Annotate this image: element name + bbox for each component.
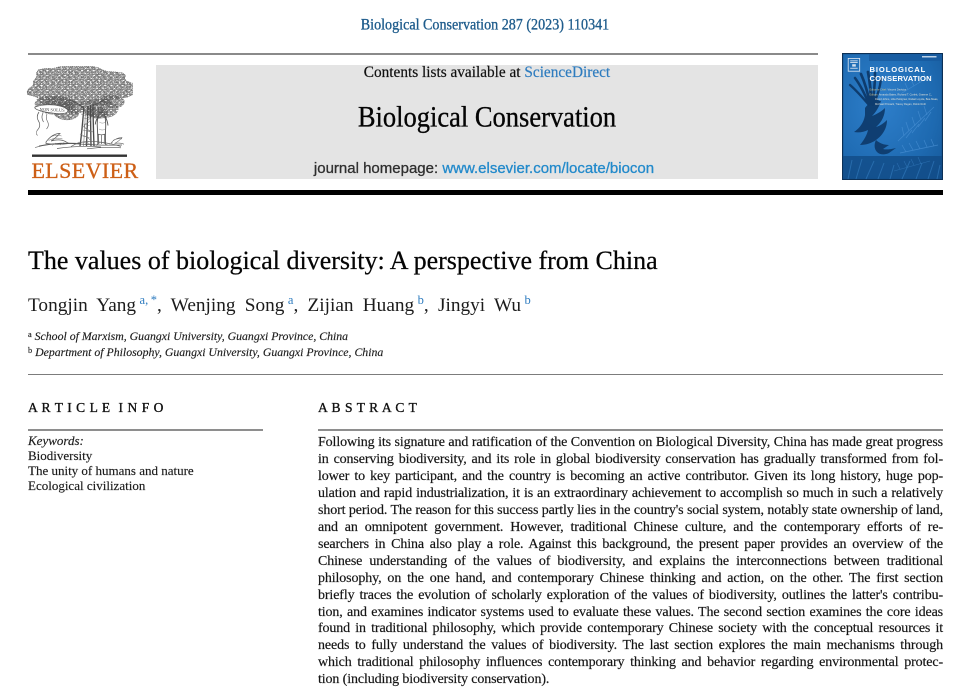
- svg-text:BIOLOGICAL: BIOLOGICAL: [870, 65, 927, 74]
- svg-text:Editor-in-Chief: Vincent Devic: Editor-in-Chief: Vincent Devictor: [870, 88, 907, 92]
- svg-text:Michael Primack, Tracey Regan,: Michael Primack, Tracey Regan, Robin Rot…: [875, 102, 927, 106]
- svg-text:CONSERVATION: CONSERVATION: [870, 74, 932, 83]
- svg-text:Editors: Amanda Bates, Richard: Editors: Amanda Bates, Richard T. Corlet…: [870, 92, 933, 96]
- svg-text:David Johns, Liba Pettigrew, R: David Johns, Liba Pettigrew, Rafael Loyo…: [875, 97, 938, 101]
- svg-text:NON SOLUS: NON SOLUS: [39, 107, 65, 113]
